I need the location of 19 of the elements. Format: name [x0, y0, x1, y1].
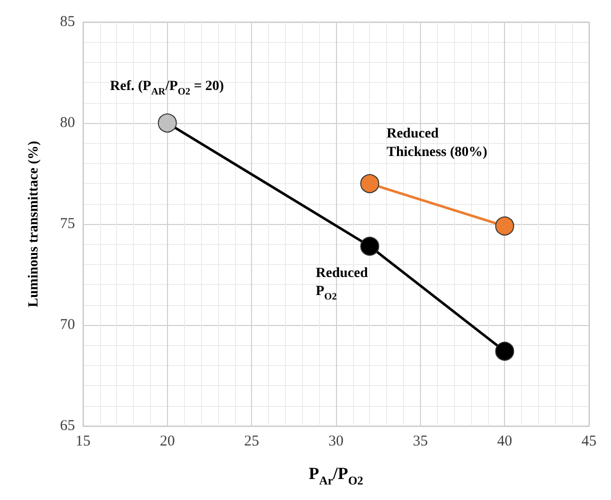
point [495, 342, 514, 361]
point [360, 236, 380, 256]
annotation: Reduced Thickness (80%) [386, 126, 488, 160]
x-tick-label: 40 [497, 434, 512, 450]
y-tick-label: 70 [60, 317, 75, 333]
point [360, 174, 380, 194]
x-tick-label: 20 [160, 434, 175, 450]
y-tick-label: 65 [60, 418, 75, 434]
point [158, 114, 177, 132]
y-tick-label: 85 [60, 14, 75, 30]
x-tick-label: 35 [412, 434, 428, 450]
x-tick-label: 15 [76, 434, 90, 450]
x-tick-label: 45 [582, 434, 596, 450]
x-tick-label: 25 [244, 434, 260, 450]
y-tick-label: 75 [60, 216, 75, 232]
point [495, 216, 514, 236]
y-tick-label: 80 [60, 115, 75, 131]
y-axis-title: Luminous transmittace (%) [26, 140, 42, 308]
x-tick-label: 30 [328, 434, 344, 450]
